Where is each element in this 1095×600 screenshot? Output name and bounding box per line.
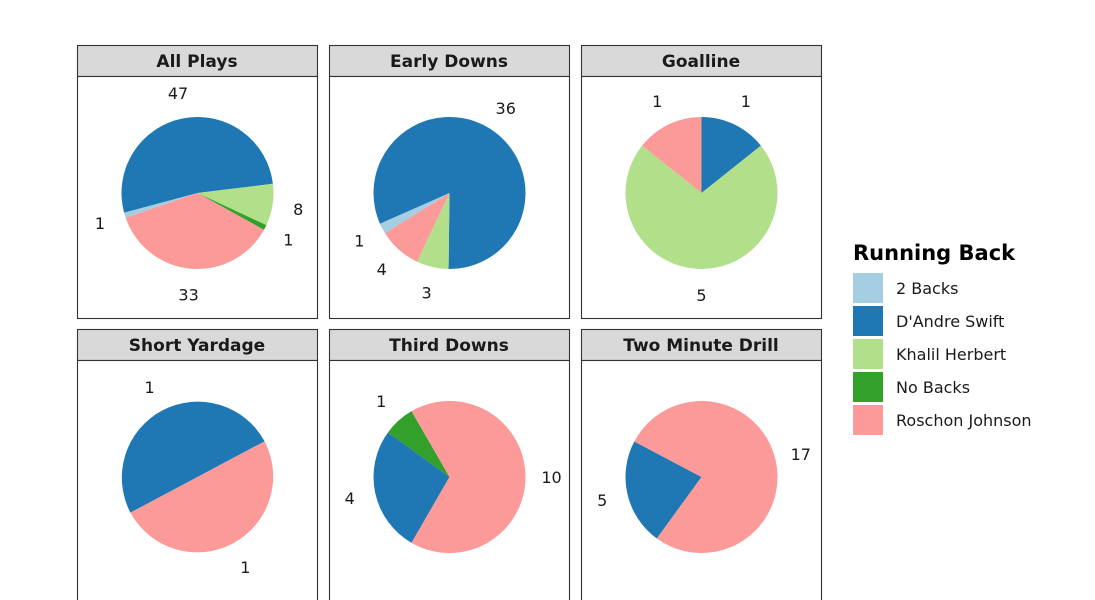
panel-title: Early Downs bbox=[390, 52, 508, 72]
legend-item-roschon-johnson: Roschon Johnson bbox=[853, 405, 1032, 435]
data-label: 1 bbox=[240, 558, 250, 577]
panel-title: Two Minute Drill bbox=[623, 336, 779, 356]
panel-early-downs: Early Downs 1 36 3 4 bbox=[328, 44, 571, 320]
pie-slice-roschon-johnson bbox=[385, 193, 450, 262]
legend-swatch bbox=[853, 339, 883, 369]
pie-slice-roschon-johnson bbox=[642, 116, 702, 193]
pie-slice-khalil-herbert bbox=[197, 183, 274, 226]
legend-swatch bbox=[853, 273, 883, 303]
data-label: 47 bbox=[168, 84, 188, 103]
data-label: 1 bbox=[652, 92, 662, 111]
panel-title: All Plays bbox=[156, 52, 237, 72]
legend-title: Running Back bbox=[853, 241, 1016, 265]
data-label: 3 bbox=[422, 283, 432, 302]
legend-label: Khalil Herbert bbox=[896, 345, 1006, 364]
panel-strip bbox=[328, 328, 571, 362]
panel-third-downs: Third Downs 4 1 10 bbox=[328, 328, 571, 600]
pie-slice-2-backs bbox=[379, 193, 450, 234]
data-label: 4 bbox=[345, 489, 355, 508]
pie-slice-no-backs bbox=[388, 411, 450, 477]
data-label: 5 bbox=[597, 491, 607, 510]
legend-item-2-backs: 2 Backs bbox=[853, 273, 958, 303]
data-label: 4 bbox=[377, 260, 387, 279]
legend-swatch bbox=[853, 372, 883, 402]
pie-slice-2-backs bbox=[124, 193, 198, 218]
legend-item-khalil-herbert: Khalil Herbert bbox=[853, 339, 1006, 369]
panel-title: Third Downs bbox=[389, 336, 509, 356]
legend-item-no-backs: No Backs bbox=[853, 372, 970, 402]
data-label: 5 bbox=[696, 286, 706, 305]
pie-slice-roschon-johnson bbox=[411, 401, 526, 553]
pie-slice-d-andre-swift bbox=[701, 117, 761, 193]
panel-strip bbox=[328, 44, 571, 78]
data-label: 10 bbox=[541, 468, 561, 487]
pie-slice-d-andre-swift bbox=[373, 116, 526, 269]
panel-short-yardage: Short Yardage 1 1 bbox=[76, 328, 319, 600]
panel-title: Goalline bbox=[662, 52, 740, 72]
panel-two-minute-drill: Two Minute Drill 5 17 bbox=[580, 328, 823, 600]
pie-slice-d-andre-swift bbox=[121, 116, 273, 213]
legend-item-d-andre-swift: D'Andre Swift bbox=[853, 306, 1004, 336]
pie-slice-d-andre-swift bbox=[625, 441, 702, 539]
legend: Running Back 2 Backs D'Andre Swift Khalil … bbox=[853, 241, 1032, 435]
legend-label: 2 Backs bbox=[896, 279, 958, 298]
panel-strip bbox=[76, 328, 319, 362]
data-label: 1 bbox=[283, 230, 293, 249]
legend-label: No Backs bbox=[896, 378, 970, 397]
data-label: 33 bbox=[178, 286, 198, 305]
data-label: 1 bbox=[354, 232, 364, 251]
legend-label: D'Andre Swift bbox=[896, 312, 1004, 331]
data-label: 1 bbox=[145, 378, 155, 397]
data-label: 17 bbox=[791, 445, 811, 464]
data-label: 36 bbox=[496, 99, 516, 118]
panel-strip bbox=[76, 44, 319, 78]
pie-slice-khalil-herbert bbox=[417, 193, 450, 269]
panel-strip bbox=[580, 44, 823, 78]
data-label: 1 bbox=[95, 214, 105, 233]
pie-slice-d-andre-swift bbox=[373, 432, 450, 543]
data-label: 1 bbox=[376, 392, 386, 411]
pie-slice-d-andre-swift bbox=[121, 401, 265, 513]
data-label: 1 bbox=[741, 92, 751, 111]
pie-slice-khalil-herbert bbox=[625, 145, 778, 269]
pie-slice-roschon-johnson bbox=[130, 441, 274, 553]
legend-swatch bbox=[853, 306, 883, 336]
pie-slice-roschon-johnson bbox=[125, 193, 264, 270]
legend-swatch bbox=[853, 405, 883, 435]
pie-slice-no-backs bbox=[197, 193, 267, 230]
pie-slice-roschon-johnson bbox=[634, 401, 778, 553]
panel-goalline: Goalline 1 5 1 bbox=[580, 44, 823, 320]
data-label: 8 bbox=[293, 200, 303, 219]
legend-label: Roschon Johnson bbox=[896, 411, 1032, 430]
panel-strip bbox=[580, 328, 823, 362]
panel-title: Short Yardage bbox=[129, 336, 265, 356]
